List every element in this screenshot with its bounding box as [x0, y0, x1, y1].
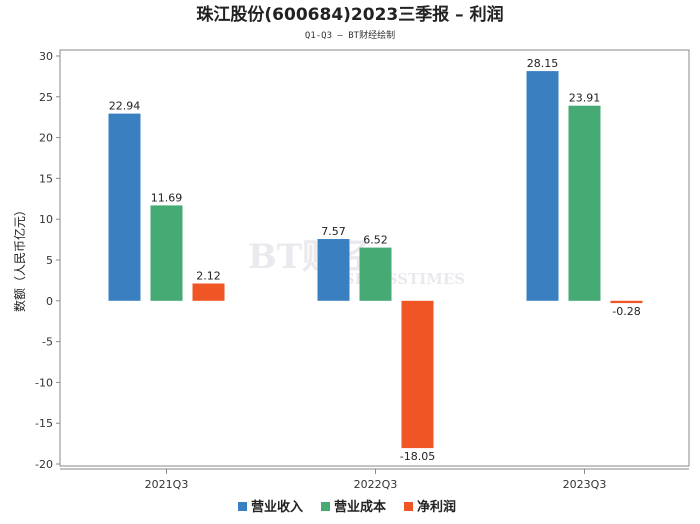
bar [359, 247, 392, 301]
data-label: 2.12 [196, 270, 221, 283]
x-tick-label: 2023Q3 [563, 478, 607, 491]
y-tick-label: 10 [39, 213, 53, 226]
legend-label: 营业收入 [251, 499, 303, 515]
y-tick-label: -20 [35, 458, 53, 471]
chart-title: 珠江股份(600684)2023三季报 – 利润 [196, 4, 503, 25]
x-tick-label: 2021Q3 [145, 478, 189, 491]
legend-swatch [238, 502, 247, 511]
legend-swatch [404, 502, 413, 511]
watermark-text: BUSINESSTIMES [318, 270, 465, 288]
data-label: 7.57 [321, 225, 346, 238]
bar [192, 283, 225, 301]
legend: 营业收入 营业成本 净利润 [238, 499, 456, 515]
y-tick-label: -15 [35, 417, 53, 430]
bar [317, 239, 350, 301]
x-tick-label: 2022Q3 [354, 478, 398, 491]
y-tick-label: 25 [39, 91, 53, 104]
legend-swatch [321, 502, 330, 511]
bars [108, 71, 643, 449]
bar [108, 113, 141, 301]
bar [568, 105, 601, 301]
data-label: 6.52 [363, 234, 388, 247]
y-tick-label: 15 [39, 172, 53, 185]
y-axis-label: 数额（人民币亿元） [12, 204, 27, 312]
y-tick-label: -10 [35, 376, 53, 389]
y-tick-label: -5 [42, 336, 53, 349]
data-label: 28.15 [527, 57, 559, 70]
chart-subtitle: Q1-Q3 – BT财经绘制 [305, 29, 395, 41]
data-label: -18.05 [400, 450, 435, 463]
legend-label: 营业成本 [334, 499, 386, 515]
data-label: 23.91 [569, 92, 601, 105]
plot-area-frame [59, 49, 690, 467]
bar [401, 300, 434, 449]
data-label: -0.28 [612, 305, 640, 318]
bar [526, 71, 559, 301]
bar [150, 205, 183, 301]
y-axis: 30 25 20 15 10 5 0 -5 -10 -15 -20 [35, 50, 60, 471]
legend-label: 净利润 [417, 499, 456, 515]
y-tick-label: 20 [39, 132, 53, 145]
data-label: 22.94 [109, 100, 141, 113]
y-tick-label: 5 [46, 254, 53, 267]
y-tick-label: 0 [46, 295, 53, 308]
watermark: BT财经 BUSINESSTIMES [248, 237, 465, 288]
data-labels: 22.94 7.57 28.15 11.69 6.52 23.91 2.12 -18.05 -0… [109, 57, 641, 463]
watermark-brand: BT财经 [248, 237, 370, 277]
x-axis: 2021Q3 2022Q3 2023Q3 [145, 469, 607, 491]
bar [610, 300, 643, 304]
data-label: 11.69 [151, 191, 183, 204]
y-tick-label: 30 [39, 50, 53, 63]
